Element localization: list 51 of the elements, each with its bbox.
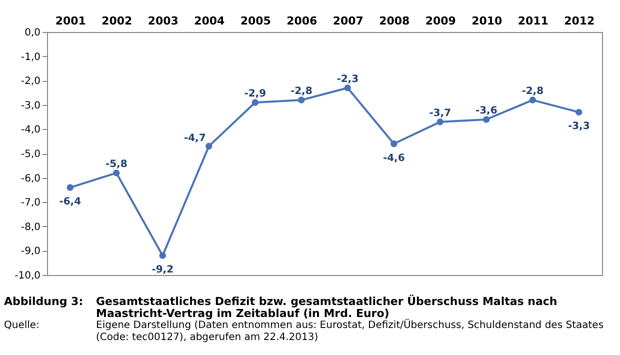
y-tick-label: -10,0 (14, 270, 40, 282)
y-tick-label: 0,0 (24, 28, 40, 38)
y-tick-label: -6,0 (20, 173, 40, 184)
data-label: -3,6 (475, 105, 498, 116)
x-tick-label: 2002 (102, 14, 132, 28)
data-label: -2,3 (336, 74, 359, 85)
y-tick-label: -5,0 (20, 149, 40, 160)
point (298, 96, 305, 104)
x-tick-label: 2009 (425, 14, 456, 28)
data-label: -6,4 (59, 196, 82, 208)
y-tick-label: -2,0 (20, 76, 40, 88)
y-tick-label: -3,0 (20, 100, 40, 112)
point (206, 142, 212, 150)
point (252, 99, 258, 106)
x-tick-label: 2004 (194, 14, 226, 28)
data-label: -9,2 (152, 264, 174, 276)
x-tick-label: 2003 (148, 14, 178, 28)
y-tick-label: -9,0 (20, 246, 40, 258)
point (529, 96, 536, 104)
x-tick-label: 2001 (55, 14, 86, 28)
y-tick-label: -7,0 (20, 198, 40, 209)
point (159, 252, 166, 259)
x-tick-label: 2011 (518, 14, 548, 28)
text: Eigene Darstellung (Daten entnommen aus: Eurostat, Defizit/Überschuss, Schuldenstand des Staates (Code: tec00127), abgerufen am 22.4.2013) (96, 320, 605, 344)
point (390, 140, 398, 148)
x-tick-label: 2010 (472, 14, 503, 28)
x-tick-label: 2012 (564, 14, 595, 28)
point (66, 184, 74, 191)
y-tick-label: -1,0 (20, 52, 40, 63)
data-label: -4,6 (382, 152, 405, 164)
text: Abbildung 3: (4, 295, 84, 310)
data-label: -2,9 (244, 88, 266, 100)
point (483, 116, 490, 123)
y-tick-label: -4,0 (20, 124, 40, 136)
data-label: -3,3 (568, 121, 590, 132)
x-tick-label: 2005 (240, 14, 271, 28)
point (576, 108, 582, 116)
data-label: -2,8 (290, 86, 312, 98)
x-tick-label: 2008 (379, 14, 410, 28)
x-tick-label: 2006 (286, 14, 318, 28)
data-label: -4,7 (184, 133, 206, 144)
point (436, 118, 444, 126)
data-label: -3,7 (429, 108, 452, 119)
text: Gesamtstaatliches Defizit bzw. gesamtstaatlicher Überschuss Maltas nach Maastricht-Vertrag im Zeitablauf (in Mrd. Euro) (96, 295, 558, 320)
data-label: -2,8 (522, 86, 544, 98)
x-tick-label: 2007 (332, 14, 364, 28)
y-tick-label: -8,0 (20, 222, 40, 233)
point (344, 84, 351, 92)
data-label: -5,8 (105, 158, 128, 170)
point (113, 170, 120, 176)
source-note: Quelle: (4, 320, 40, 333)
